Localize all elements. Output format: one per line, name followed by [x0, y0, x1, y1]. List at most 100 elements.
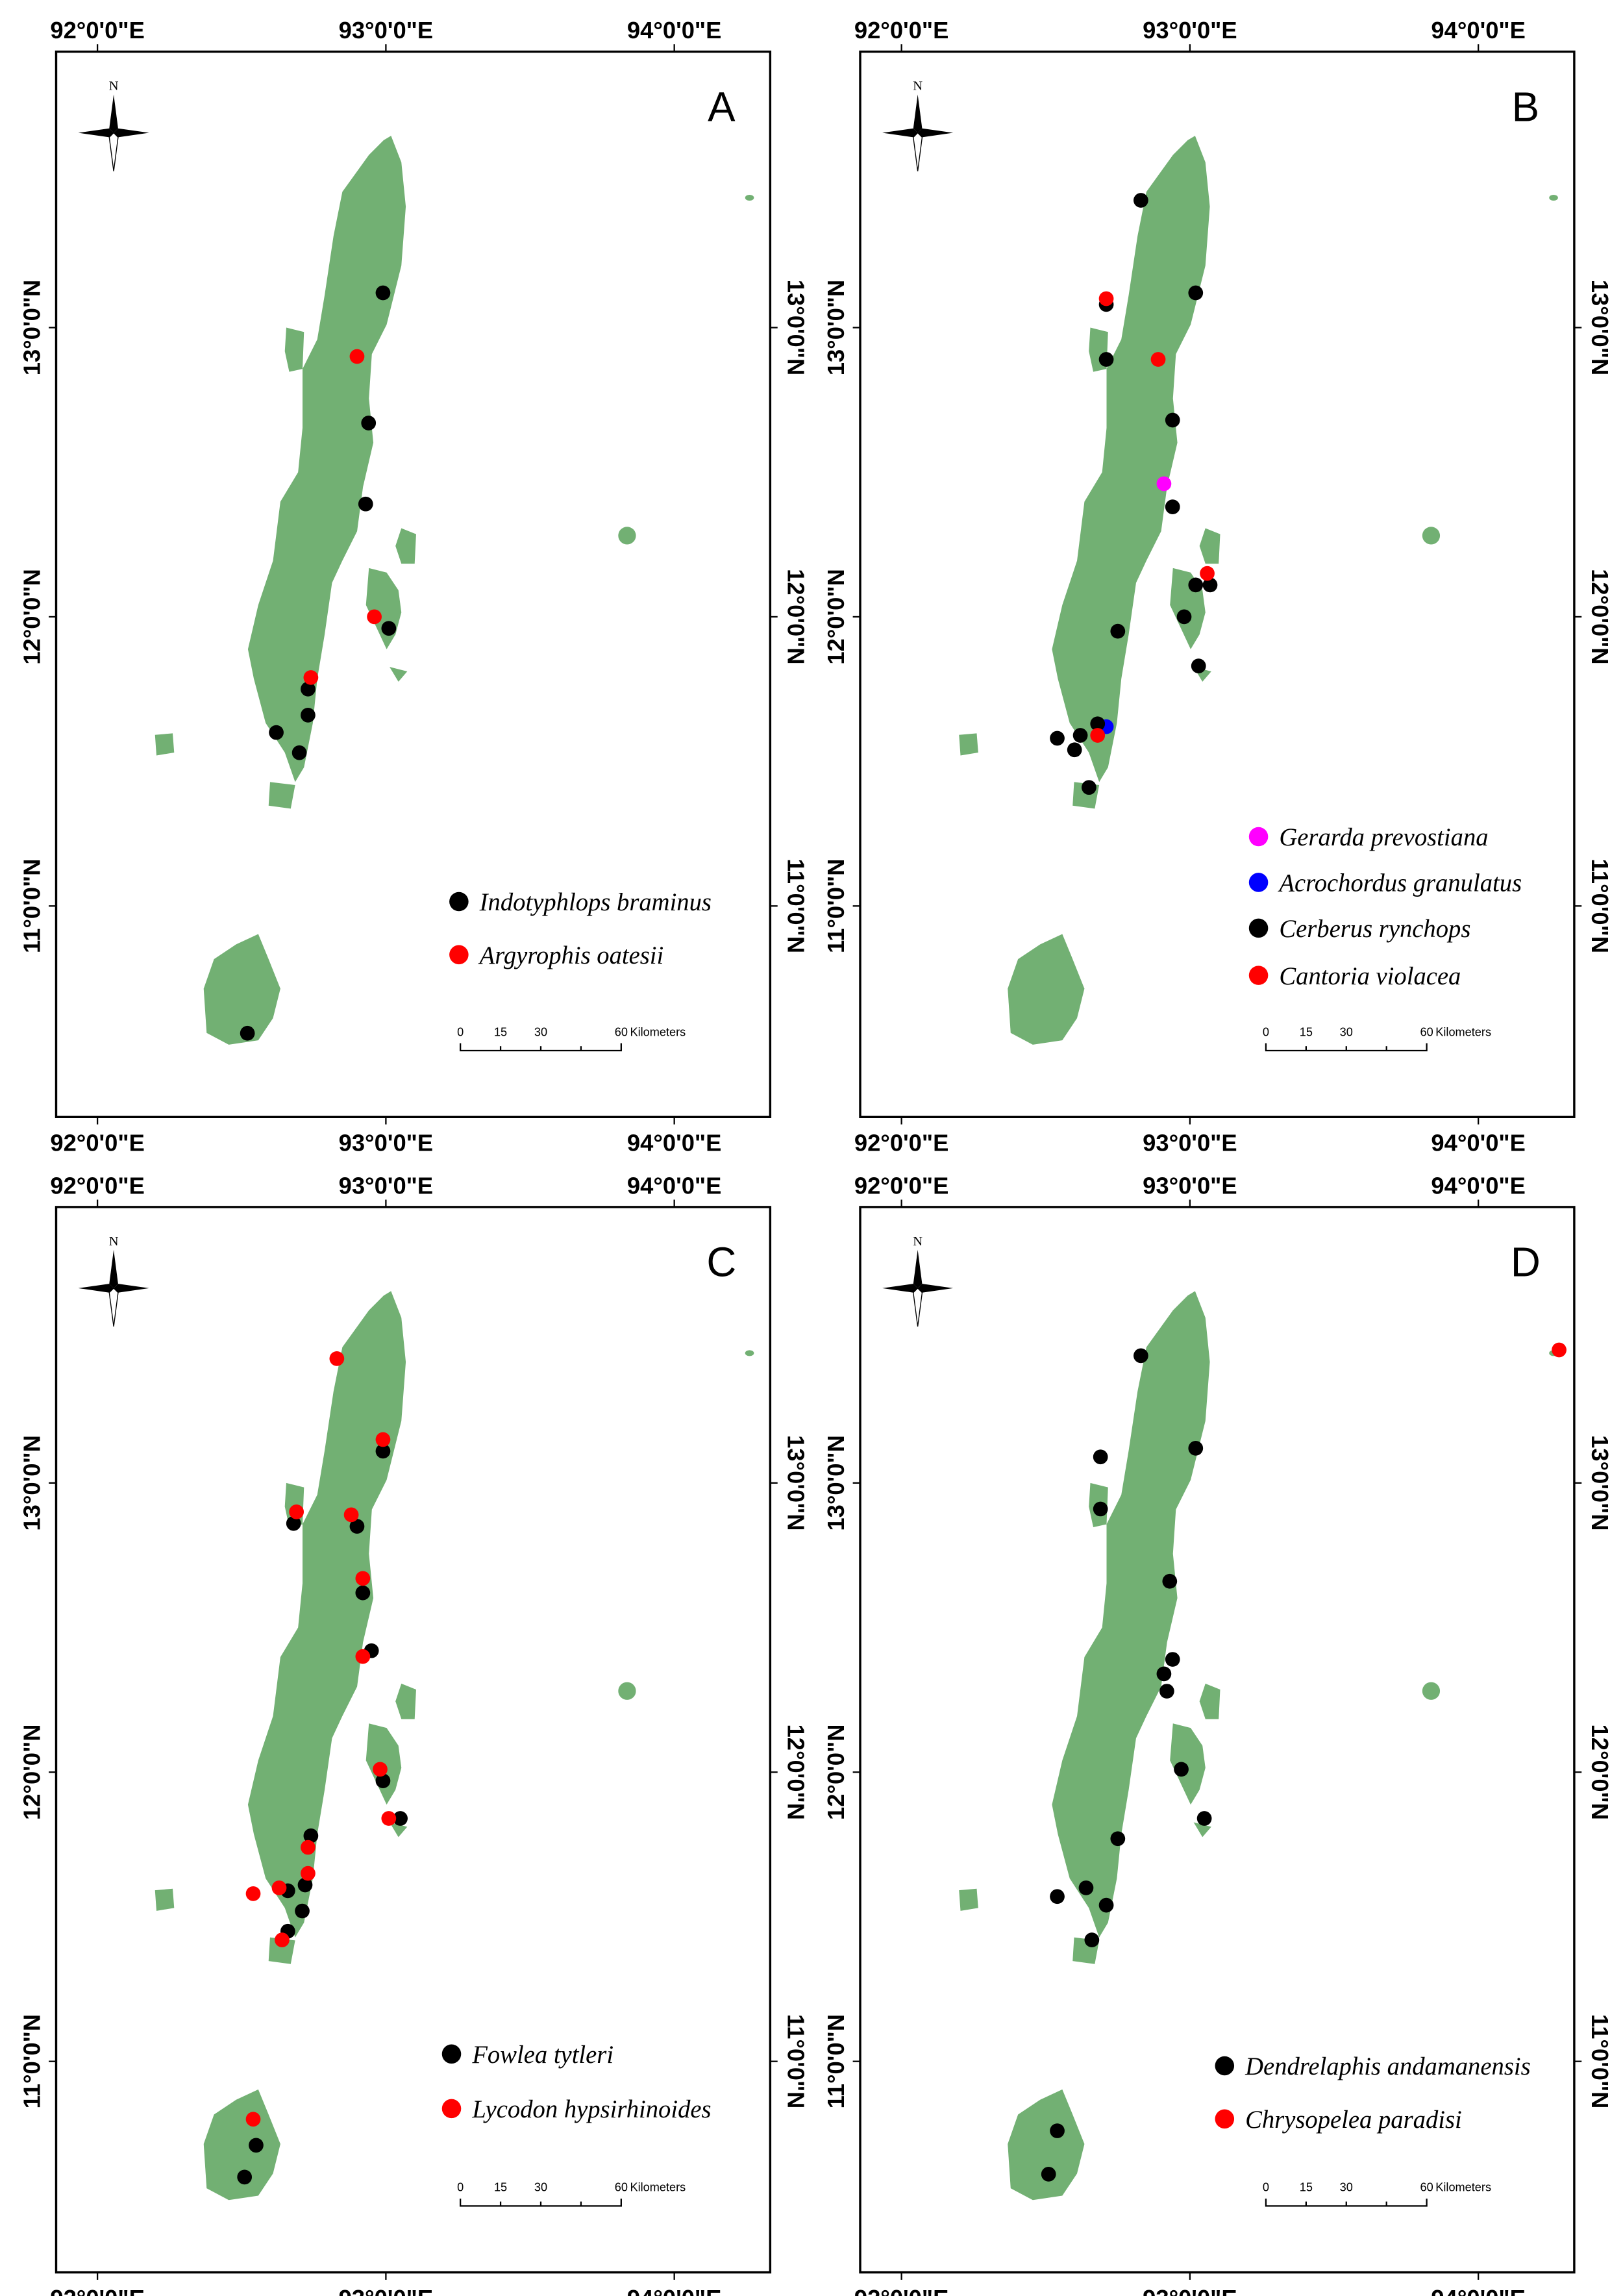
occurrence-point [355, 1649, 371, 1664]
lon-tick-label-bottom: 92°0'0"E [50, 1130, 145, 1156]
lat-tick-label-right: 11°0'0"N [1587, 859, 1613, 954]
compass-needle [114, 128, 149, 138]
compass-needle [78, 128, 114, 138]
little-andaman-island [203, 934, 280, 1045]
legend-marker [1248, 873, 1269, 892]
scale-bar-label: 15 [494, 1025, 507, 1038]
lat-tick-label-left: 13°0'0"N [823, 280, 849, 376]
occurrence-point [301, 681, 316, 697]
map-panel-a: 92°0'0"E 92°0'0"E 93°0'0"E 93°0'0"E 94°0'0"E… [18, 17, 809, 1156]
scale-bar-label: 30 [534, 1025, 547, 1038]
occurrence-point [269, 725, 284, 740]
compass-north-label: N [913, 79, 923, 94]
legend-label: Gerarda prevostiana [1279, 824, 1488, 851]
lon-tick-label-bottom: 93°0'0"E [339, 2285, 434, 2296]
lat-tick-label-right: 12°0'0"N [1587, 1725, 1613, 1821]
compass-north-label: N [913, 1234, 923, 1249]
narcondam-island [745, 194, 754, 201]
occurrence-point [1050, 2123, 1065, 2138]
compass-needle [78, 1284, 114, 1293]
lat-tick-label-left: 13°0'0"N [18, 280, 45, 376]
lat-tick-label-left: 11°0'0"N [18, 859, 45, 954]
occurrence-point [1188, 1441, 1204, 1456]
narcondam-island [1549, 194, 1558, 201]
ritchies-archipelago-island [395, 528, 416, 564]
occurrence-point [1072, 728, 1088, 743]
lat-tick-label-left: 13°0'0"N [18, 1435, 45, 1531]
scale-bar-unit: Kilometers [1435, 1025, 1491, 1038]
occurrence-point [1200, 566, 1215, 581]
compass-needle [882, 1284, 918, 1293]
occurrence-point [1165, 1652, 1180, 1667]
legend-marker [449, 945, 469, 965]
south-reef-island [959, 1888, 978, 1911]
occurrence-point [1082, 780, 1096, 795]
occurrence-point [1159, 1684, 1174, 1699]
islet [390, 1822, 408, 1838]
lon-tick-label-top: 94°0'0"E [1431, 17, 1526, 44]
little-andaman-island [1008, 934, 1085, 1045]
main-andaman-island [247, 136, 406, 782]
occurrence-point [1110, 1831, 1126, 1847]
lat-tick-label-right: 12°0'0"N [1587, 569, 1613, 665]
map-panel-d: 92°0'0"E 92°0'0"E 93°0'0"E 93°0'0"E 94°0'0"E… [823, 1172, 1613, 2296]
compass-needle [913, 1249, 923, 1288]
occurrence-point [343, 1507, 359, 1523]
scale-bar-label: 0 [1263, 2181, 1269, 2194]
legend-marker [1248, 966, 1269, 985]
lon-tick-label-top: 94°0'0"E [627, 17, 722, 44]
lon-tick-label-bottom: 93°0'0"E [1143, 1130, 1237, 1156]
occurrence-point [367, 609, 382, 625]
main-andaman-island [1052, 1291, 1210, 1938]
legend-label: Cantoria violacea [1279, 963, 1461, 990]
occurrence-point [1191, 658, 1206, 673]
occurrence-point [1084, 1932, 1100, 1947]
occurrence-point [375, 1773, 391, 1788]
scale-bar-label: 15 [1300, 2181, 1313, 2194]
occurrence-point [275, 1932, 290, 1947]
lat-tick-label-right: 13°0'0"N [1587, 280, 1613, 376]
occurrence-point [375, 1432, 391, 1447]
occurrence-point [301, 707, 316, 723]
occurrence-point [295, 1903, 310, 1919]
scale-bar-label: 60 [1420, 2181, 1433, 2194]
occurrence-point [1176, 609, 1192, 625]
occurrence-point [1110, 623, 1126, 639]
lon-tick-label-top: 94°0'0"E [1431, 1172, 1526, 1199]
compass-needle [917, 1284, 954, 1293]
north-arrow-icon: N [78, 79, 149, 171]
ritchies-archipelago-island [1170, 1723, 1206, 1805]
occurrence-point [1098, 1897, 1114, 1913]
lon-tick-label-bottom: 92°0'0"E [854, 2285, 949, 2296]
occurrence-point [291, 745, 307, 760]
lon-tick-label-bottom: 92°0'0"E [854, 1130, 949, 1156]
lon-tick-label-bottom: 94°0'0"E [1431, 1130, 1526, 1156]
lat-tick-label-left: 12°0'0"N [18, 1725, 45, 1821]
legend-marker [1215, 2056, 1235, 2076]
lon-tick-label-top: 93°0'0"E [1143, 1172, 1237, 1199]
main-andaman-island [247, 1291, 406, 1938]
legend-label: Argyrophis oatesii [478, 942, 664, 969]
lon-tick-label-top: 93°0'0"E [339, 1172, 434, 1199]
scale-bar-label: 15 [494, 2181, 507, 2194]
lat-tick-label-left: 12°0'0"N [823, 1725, 849, 1821]
lat-tick-label-right: 13°0'0"N [1587, 1435, 1613, 1531]
occurrence-point [1552, 1342, 1567, 1358]
lat-tick-label-left: 11°0'0"N [823, 859, 849, 954]
lat-tick-label-right: 13°0'0"N [783, 1435, 810, 1531]
occurrence-point [1162, 1573, 1178, 1589]
barren-island [618, 1682, 636, 1700]
map-panel-c: 92°0'0"E 92°0'0"E 93°0'0"E 93°0'0"E 94°0'0"E… [18, 1172, 809, 2296]
lon-tick-label-top: 92°0'0"E [50, 1172, 145, 1199]
legend-label: Lycodon hypsirhinoides [471, 2096, 711, 2123]
occurrence-point [349, 1519, 365, 1534]
occurrence-point [1202, 577, 1218, 593]
occurrence-point [1090, 728, 1106, 743]
occurrence-point [289, 1504, 304, 1519]
north-arrow-icon: N [78, 1234, 149, 1327]
panel-letter: D [1511, 1240, 1541, 1286]
occurrence-point [1196, 1811, 1212, 1826]
scale-bar-label: 0 [1263, 1025, 1269, 1038]
little-andaman-island [203, 2089, 280, 2201]
south-reef-island [155, 1888, 175, 1911]
